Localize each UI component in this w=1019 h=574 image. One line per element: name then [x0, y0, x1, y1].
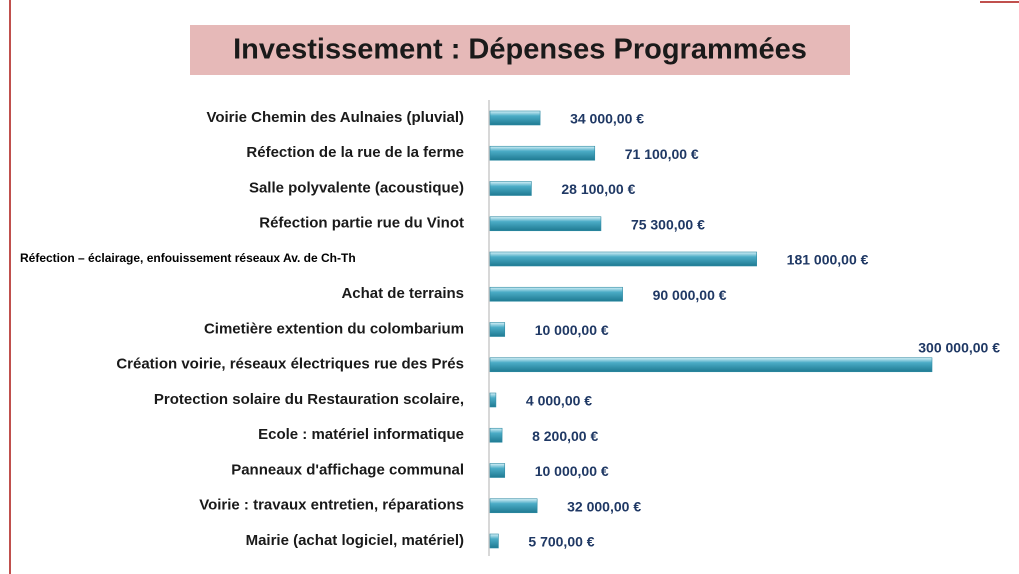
value-label: 34 000,00 €	[570, 111, 644, 127]
bar	[489, 322, 506, 337]
title-box	[190, 25, 850, 75]
value-label: 90 000,00 €	[653, 287, 727, 303]
bar	[489, 251, 757, 267]
category-label: Réfection partie rue du Vinot	[259, 215, 464, 232]
bar	[489, 533, 499, 549]
category-label: Réfection de la rue de la ferme	[246, 144, 464, 161]
category-label: Mairie (achat logiciel, matériel)	[246, 532, 464, 549]
value-label: 10 000,00 €	[535, 463, 609, 479]
value-label: 5 700,00 €	[528, 534, 594, 550]
bar	[489, 357, 933, 373]
category-label: Achat de terrains	[341, 285, 464, 302]
category-label: Voirie Chemin des Aulnaies (pluvial)	[206, 109, 464, 126]
value-label: 28 100,00 €	[561, 181, 635, 197]
value-label: 32 000,00 €	[567, 498, 641, 514]
category-label: Ecole : matériel informatique	[258, 426, 464, 443]
bar	[489, 216, 602, 232]
value-label: 8 200,00 €	[532, 428, 598, 444]
value-label: 300 000,00 €	[918, 339, 1000, 355]
bar	[489, 427, 503, 443]
bar	[489, 498, 538, 514]
value-label: 4 000,00 €	[526, 393, 592, 409]
bar	[489, 286, 623, 302]
category-label: Création voirie, réseaux électriques rue…	[116, 356, 464, 373]
chart-title: Investissement : Dépenses Programmées	[233, 34, 807, 66]
category-label: Cimetière extention du colombarium	[204, 320, 464, 337]
category-label: Réfection – éclairage, enfouissement rés…	[20, 251, 356, 265]
value-label: 75 300,00 €	[631, 216, 705, 232]
bar	[489, 392, 497, 408]
bar	[489, 181, 532, 196]
category-label: Salle polyvalente (acoustique)	[249, 179, 464, 196]
category-label: Protection solaire du Restauration scola…	[154, 391, 464, 408]
category-label: Panneaux d'affichage communal	[231, 461, 464, 478]
bar	[489, 110, 541, 126]
value-label: 181 000,00 €	[787, 252, 869, 268]
bar	[489, 145, 596, 161]
category-label: Voirie : travaux entretien, réparations	[199, 497, 464, 514]
bar	[489, 463, 506, 478]
value-label: 10 000,00 €	[535, 322, 609, 338]
value-label: 71 100,00 €	[625, 146, 699, 162]
